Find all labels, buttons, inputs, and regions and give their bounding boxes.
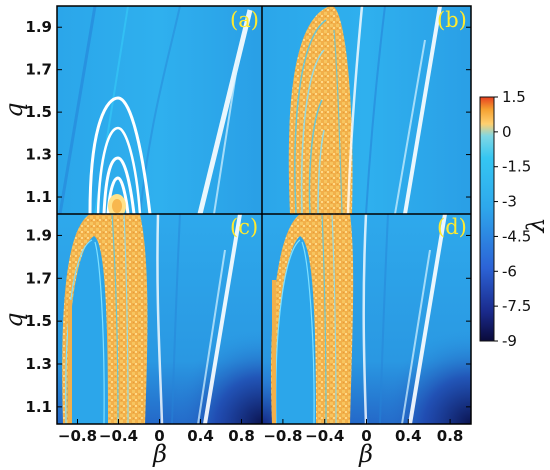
panel-label-b: (b) bbox=[437, 8, 467, 32]
panel-label-d: (d) bbox=[437, 215, 467, 239]
y-axis-top: 1.1 1.3 1.5 1.7 1.9 bbox=[25, 18, 471, 206]
panel-c bbox=[57, 214, 262, 424]
panel-label-c: (c) bbox=[230, 215, 258, 239]
colorbar-tick-label: -1.5 bbox=[502, 158, 531, 176]
x-axis-left: −0.8 −0.4 0 0.4 0.8 bbox=[58, 419, 255, 445]
y-tick-label: 1.7 bbox=[25, 61, 52, 79]
y-axis-bottom: 1.1 1.3 1.5 1.7 1.9 bbox=[25, 226, 471, 416]
y-tick-label: 1.5 bbox=[25, 312, 52, 330]
colorbar-gradient bbox=[480, 97, 494, 341]
panel-label-a: (a) bbox=[230, 8, 259, 32]
x-axis-right: −0.8 −0.4 0 0.4 0.8 bbox=[263, 419, 463, 445]
panel-b bbox=[262, 6, 471, 214]
y-axis-label-top: q bbox=[0, 102, 28, 117]
x-tick-label: −0.8 bbox=[58, 427, 97, 445]
x-tick-label: 0 bbox=[154, 427, 164, 445]
y-axis-label-bottom: q bbox=[0, 312, 28, 327]
y-tick-label: 1.7 bbox=[25, 269, 52, 287]
x-tick-label: 0.4 bbox=[187, 427, 214, 445]
y-tick-label: 1.1 bbox=[25, 188, 52, 206]
colorbar-tick-label: -9 bbox=[502, 332, 517, 350]
colorbar-tick-label: 0 bbox=[502, 123, 512, 141]
x-tick-label: 0.8 bbox=[437, 427, 464, 445]
x-tick-label: −0.4 bbox=[99, 427, 138, 445]
x-tick-label: −0.8 bbox=[263, 427, 302, 445]
x-tick-label: 0 bbox=[361, 427, 371, 445]
colorbar: 1.5 0 -1.5 -3 -4.5 -6 -7.5 -9 λ bbox=[479, 88, 550, 350]
colorbar-label: λ bbox=[522, 217, 550, 233]
x-tick-label: 0.4 bbox=[395, 427, 422, 445]
panel-a bbox=[57, 6, 262, 214]
colorbar-tick-label: -4.5 bbox=[502, 227, 531, 245]
colorbar-tick-label: -6 bbox=[502, 262, 517, 280]
colorbar-tick-label: -3 bbox=[502, 193, 517, 211]
y-tick-label: 1.3 bbox=[25, 146, 52, 164]
x-axis-label-left: β bbox=[152, 440, 167, 468]
panel-frames bbox=[56, 5, 472, 425]
colorbar-tick-label: 1.5 bbox=[502, 88, 526, 106]
x-tick-label: −0.4 bbox=[305, 427, 344, 445]
y-tick-label: 1.9 bbox=[25, 18, 52, 36]
colorbar-tick-label: -7.5 bbox=[502, 297, 531, 315]
y-tick-label: 1.1 bbox=[25, 398, 52, 416]
y-tick-label: 1.3 bbox=[25, 355, 52, 373]
panel-d bbox=[262, 214, 471, 424]
x-axis-label-right: β bbox=[358, 440, 373, 468]
y-tick-label: 1.5 bbox=[25, 103, 52, 121]
x-tick-label: 0.8 bbox=[228, 427, 255, 445]
y-tick-label: 1.9 bbox=[25, 226, 52, 244]
